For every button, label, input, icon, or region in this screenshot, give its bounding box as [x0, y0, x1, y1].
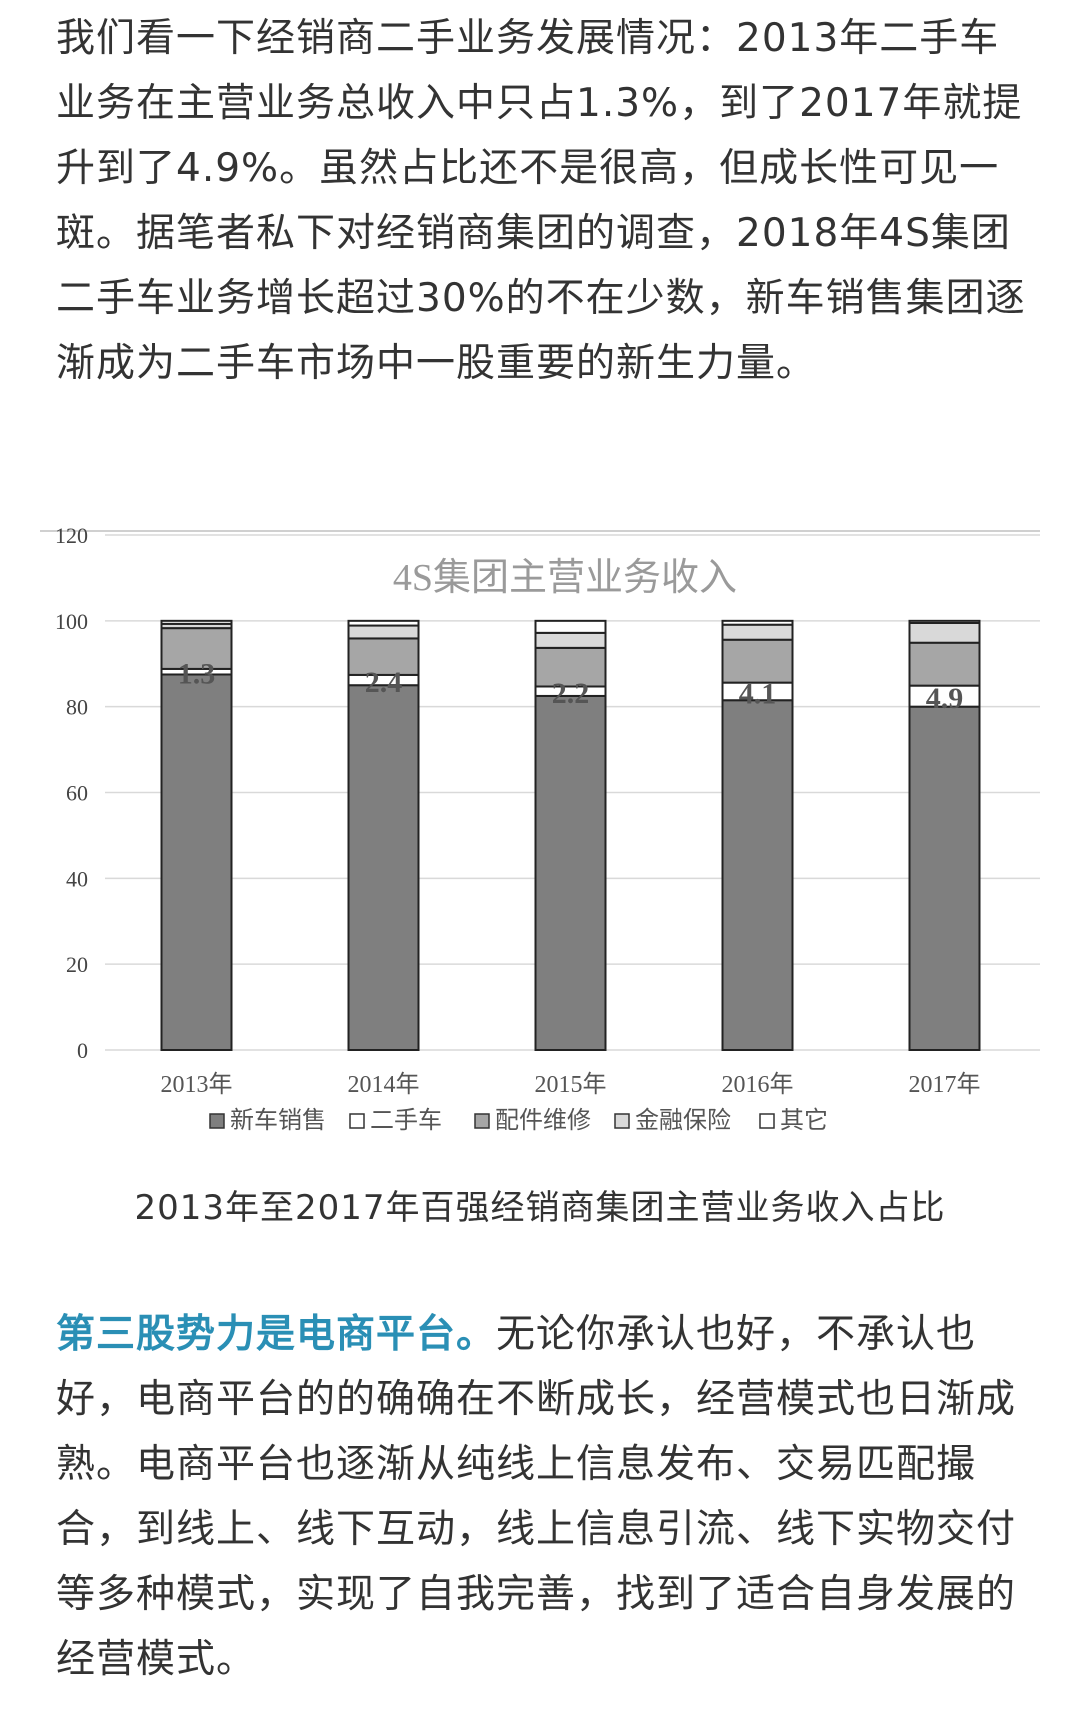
data-label: 2.2	[552, 677, 590, 710]
bar-segment	[347, 684, 420, 1051]
paragraph-body: 无论你承认也好，不承认也好，电商平台的的确确在不断成长，经营模式也日渐成熟。电商…	[56, 1312, 1017, 1682]
paragraph-intro: 我们看一下经销商二手业务发展情况：2013年二手车业务在主营业务总收入中只占1.…	[56, 16, 1026, 386]
legend-label: 二手车	[370, 1107, 442, 1134]
x-tick-label: 2013年	[161, 1071, 233, 1098]
bar-segment	[908, 641, 981, 687]
y-tick-label: 60	[66, 781, 88, 806]
y-tick-label: 20	[66, 952, 88, 977]
bar-segment	[908, 621, 981, 644]
legend-label: 金融保险	[635, 1107, 731, 1134]
bar-segment	[534, 619, 607, 634]
data-label: 4.9	[926, 682, 964, 715]
bar-segment	[160, 619, 233, 625]
highlight-heading: 第三股势力是电商平台。	[56, 1312, 497, 1357]
x-tick-label: 2015年	[535, 1071, 607, 1098]
bar-segment	[721, 699, 794, 1052]
legend-swatch	[209, 1113, 225, 1129]
data-label: 1.3	[178, 658, 216, 691]
bar-segment	[721, 619, 794, 626]
data-label: 4.1	[739, 677, 777, 710]
bar-segment	[721, 623, 794, 641]
legend-swatch	[759, 1113, 775, 1129]
y-tick-label: 0	[77, 1038, 88, 1063]
bar-segment	[534, 631, 607, 649]
x-tick-label: 2014年	[348, 1071, 420, 1098]
legend-label: 配件维修	[495, 1107, 591, 1134]
chart-caption: 2013年至2017年百强经销商集团主营业务收入占比	[134, 1188, 946, 1228]
bar-segment	[534, 694, 607, 1051]
bar-segment	[347, 624, 420, 640]
stacked-bar-chart: 0 20 40 60 80 100 120 4S集团主营业务收入 1.3 2013年 2.4 2014…	[0, 520, 1080, 1150]
bar-segment	[721, 638, 794, 684]
y-tick-label: 40	[66, 866, 88, 891]
legend-label: 新车销售	[230, 1107, 326, 1134]
data-label: 2.4	[365, 666, 403, 699]
legend-swatch	[349, 1113, 365, 1129]
bar-segment	[908, 619, 981, 624]
bar-segment	[160, 673, 233, 1052]
y-tick-label: 120	[55, 523, 88, 548]
y-tick-label: 100	[55, 609, 88, 634]
bar-segment	[347, 619, 420, 627]
chart-title: 4S集团主营业务收入	[393, 557, 737, 599]
paragraph-ecommerce: 第三股势力是电商平台。无论你承认也好，不承认也好，电商平台的的确确在不断成长，经…	[56, 1302, 1026, 1692]
x-tick-label: 2017年	[909, 1071, 981, 1098]
y-tick-label: 80	[66, 695, 88, 720]
x-tick-label: 2016年	[722, 1071, 794, 1098]
legend-swatch	[474, 1113, 490, 1129]
bar-segment	[534, 646, 607, 688]
chart-svg: 0 20 40 60 80 100 120 4S集团主营业务收入 1.3 2013年 2.4 2014…	[40, 523, 1040, 1134]
legend-label: 其它	[780, 1107, 828, 1134]
legend-swatch	[614, 1113, 630, 1129]
bar-segment	[908, 705, 981, 1052]
